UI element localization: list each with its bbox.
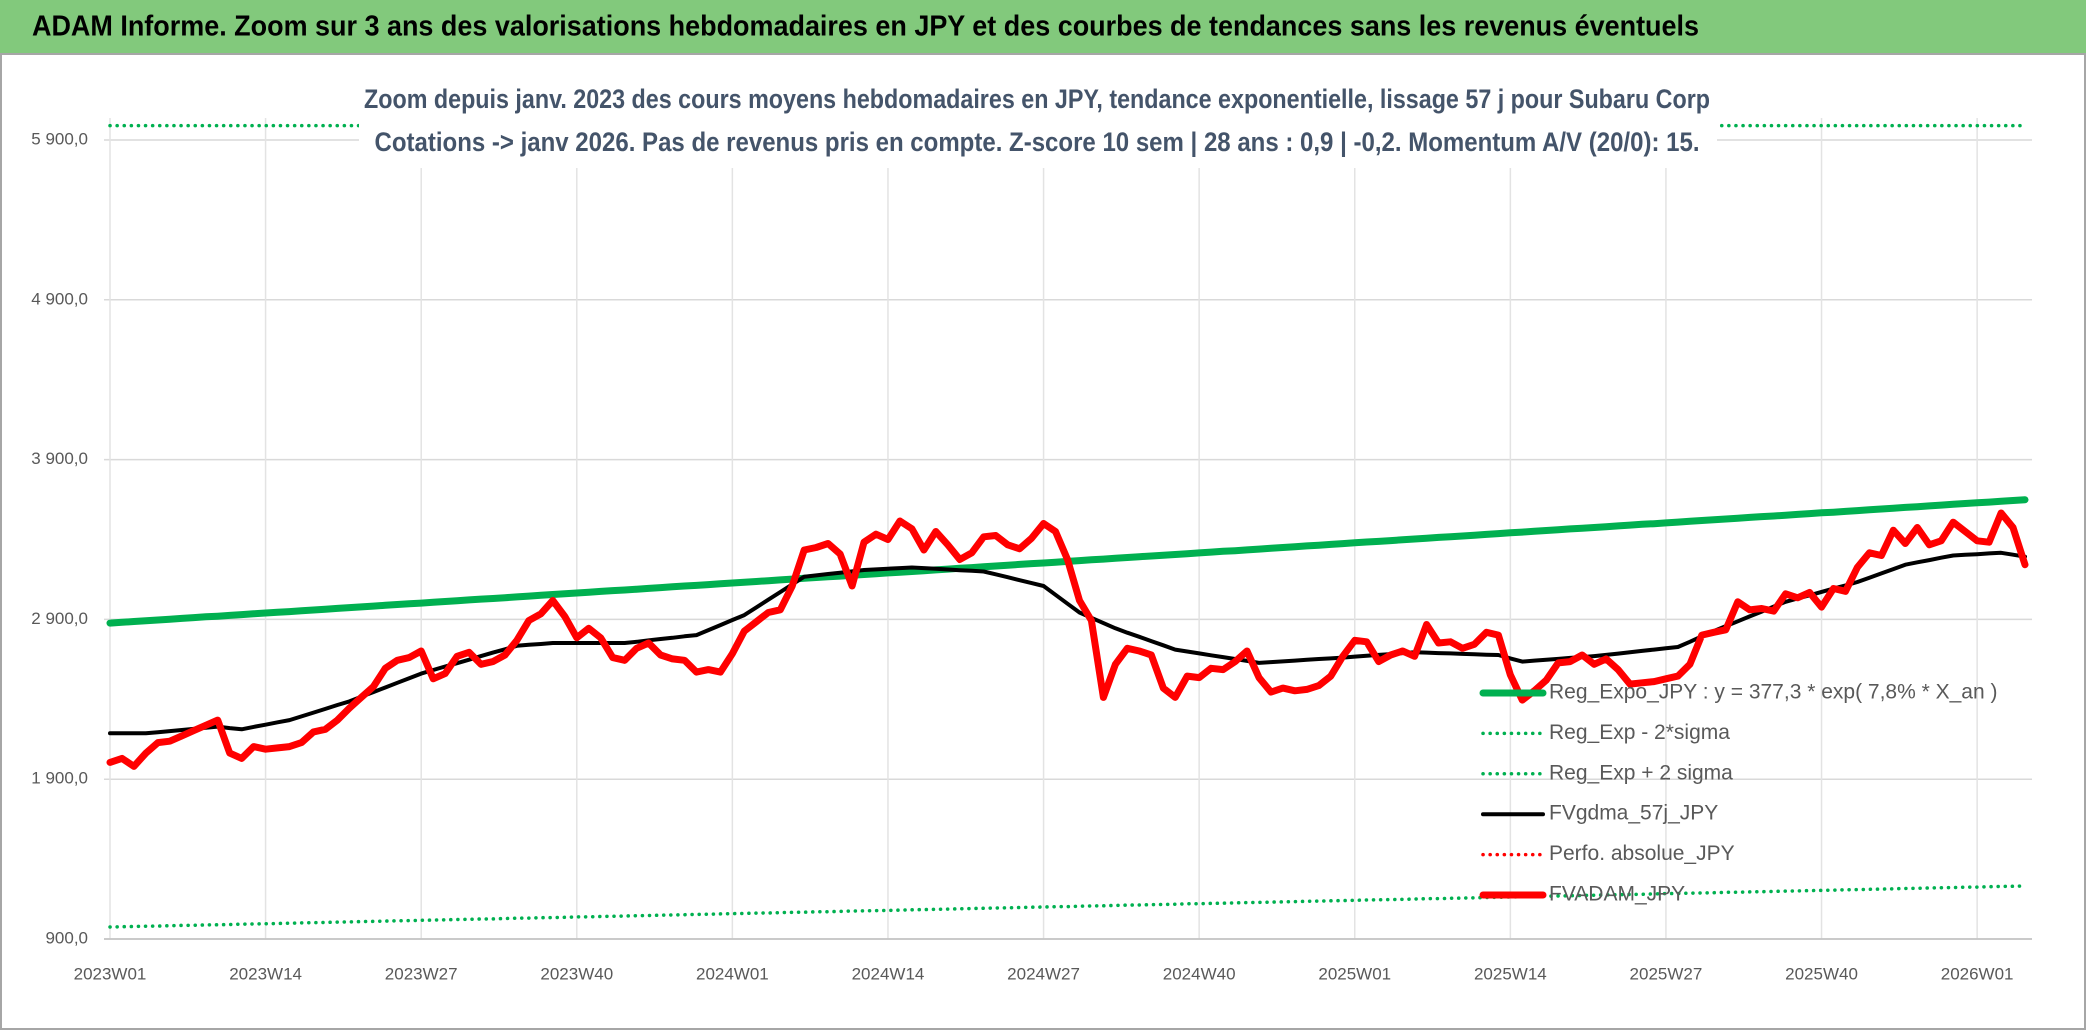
x-tick-label: 2025W14 [1474,964,1547,983]
legend-label: FVADAM_JPY [1549,883,1685,906]
subtitle-box [359,80,1717,168]
subtitle-line: Zoom depuis janv. 2023 des cours moyens … [364,84,1710,114]
x-tick-label: 2023W40 [540,964,613,983]
legend-label: Reg_Exp + 2 sigma [1549,761,1733,784]
subtitle-line: Cotations -> janv 2026. Pas de revenus p… [375,127,1700,157]
legend-label: Perfo. absolue_JPY [1549,842,1735,865]
y-tick-label: 900,0 [45,928,88,947]
title-bar [0,0,2086,54]
y-tick-label: 1 900,0 [31,769,88,788]
x-tick-label: 2024W14 [852,964,925,983]
y-tick-label: 3 900,0 [31,449,88,468]
x-tick-label: 2024W01 [696,964,769,983]
legend-label: Reg_Expo_JPY : y = 377,3 * exp( 7,8% * X… [1549,681,1997,704]
x-tick-label: 2023W01 [74,964,147,983]
grid: 900,0 1 900,0 2 900,0 3 900,0 4 900,0 5 900,0… [31,118,2032,983]
x-tick-label: 2023W14 [229,964,302,983]
y-tick-label: 4 900,0 [31,289,88,308]
x-tick-label: 2025W01 [1318,964,1391,983]
x-tick-label: 2025W40 [1785,964,1858,983]
x-tick-label: 2024W27 [1007,964,1080,983]
y-tick-label: 2 900,0 [31,609,88,628]
legend: Reg_Expo_JPY : y = 377,3 * exp( 7,8% * X… [1479,681,1997,906]
x-tick-label: 2025W27 [1630,964,1703,983]
chart-title: ADAM Informe. Zoom sur 3 ans des valoris… [32,11,1699,43]
legend-label: FVgdma_57j_JPY [1549,802,1718,825]
legend-label: Reg_Exp - 2*sigma [1549,721,1730,744]
y-tick-label: 5 900,0 [31,129,88,148]
series-line [108,884,2027,929]
x-tick-label: 2024W40 [1163,964,1236,983]
x-tick-label: 2026W01 [1941,964,2014,983]
x-tick-label: 2023W27 [385,964,458,983]
series-line [106,509,2029,770]
